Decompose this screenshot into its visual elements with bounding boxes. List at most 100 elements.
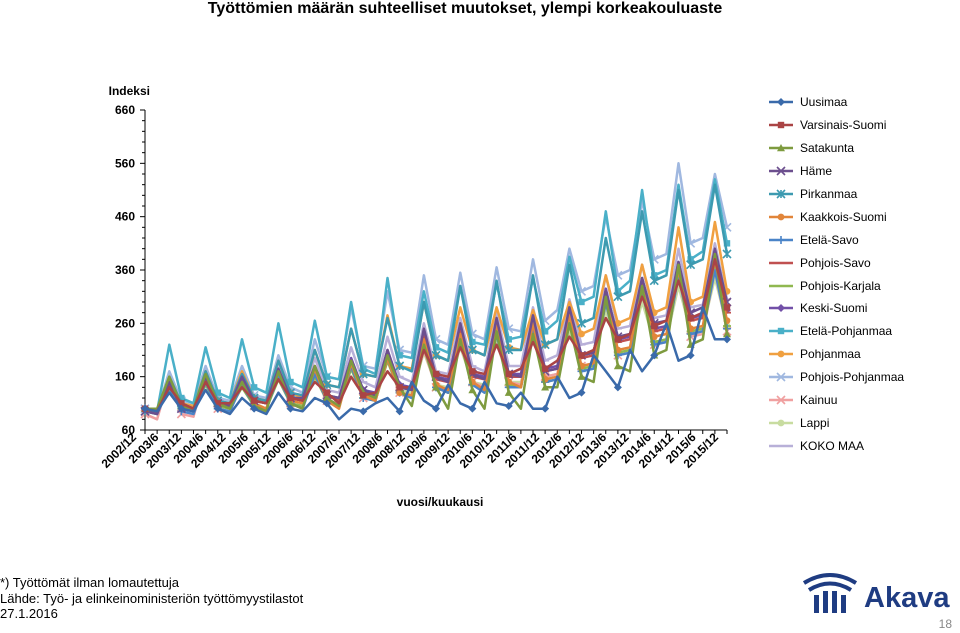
legend-label: Häme [800,164,833,179]
legend-label: Varsinais-Suomi [800,118,887,133]
data-point [432,383,440,391]
legend-swatch-icon [769,261,793,264]
series-varsinais-suomi [141,258,731,413]
legend-swatch-icon [769,419,793,427]
legend-swatch-icon [769,144,793,152]
legend-item: Pohjois-Savo [768,251,904,274]
y-axis-label: Indeksi [109,84,150,98]
data-point [250,384,258,391]
data-point [651,322,658,330]
data-point [432,344,440,351]
data-point [577,388,586,397]
y-tick-label: 60 [122,423,136,437]
data-point [286,404,295,413]
legend-swatch-marker [777,328,785,335]
data-point [432,404,440,413]
chart-title: Työttömien määrän suhteelliset muutokset… [207,0,723,17]
line-chart: 601602603604605606602002/122003/62003/12… [99,84,732,509]
legend-swatch-icon [769,328,793,335]
page-number: 18 [938,617,952,631]
legend-swatch-icon [769,284,793,287]
legend-swatch-marker [776,395,786,405]
data-point [614,336,622,343]
data-point [322,399,331,408]
legend-swatch-marker [777,144,785,152]
legend-label: Kainuu [800,393,838,408]
data-point [505,370,512,378]
legend-swatch-marker [777,419,785,427]
legend-item: Keski-Suomi [768,297,904,320]
legend-swatch-icon [769,213,793,221]
data-point [722,249,732,259]
data-point [723,335,731,344]
data-point [287,378,294,386]
legend-label: Pohjanmaa [800,347,861,362]
data-point [613,292,623,302]
y-tick-label: 560 [115,156,135,170]
data-point [359,407,368,416]
legend-swatch-icon [769,444,793,448]
legend-label: Lappi [800,415,830,430]
data-point [250,404,259,413]
data-point [178,400,185,407]
legend-label: Pohjois-Pohjanmaa [800,370,905,385]
data-point [395,361,405,371]
data-point [469,368,476,375]
logo-emblem-icon [802,573,858,613]
legend-swatch-marker [776,166,786,176]
legend-label: Keski-Suomi [800,301,868,316]
chart-series-layer [140,162,732,421]
data-point [468,386,477,394]
legend-swatch-marker [777,213,785,221]
data-point [578,298,585,306]
legend-swatch-icon [769,304,793,313]
legend-item: Etelä-Pohjanmaa [768,320,904,343]
legend-item: Pohjanmaa [768,343,904,366]
legend-swatch-marker [777,304,785,313]
legend-label: Etelä-Pohjanmaa [800,324,893,339]
data-point [504,388,513,396]
data-point [687,314,694,322]
data-point [578,330,585,338]
akava-logo: Akava [800,565,960,617]
data-point [468,404,477,413]
y-tick-label: 260 [115,316,135,330]
data-point [178,394,185,402]
legend-swatch-icon [769,166,793,176]
data-point [576,318,587,328]
data-point [614,319,622,327]
data-point [504,345,514,355]
footnote-date: 27.1.2016 [0,606,58,621]
footnote-note: *) Työttömät ilman lomautettuja [0,575,179,590]
data-point [650,351,659,360]
data-point [322,394,331,402]
data-point [432,370,440,378]
data-point [213,404,222,413]
data-point [358,369,368,379]
data-point [541,404,550,413]
legend-swatch-marker [776,372,786,382]
legend-swatch-icon [769,122,793,129]
footnote-source: Lähde: Työ- ja elinkeinoministeriön työt… [0,590,304,606]
legend-item: Kainuu [768,389,904,412]
data-point [250,397,258,404]
legend-label: KOKO MAA [800,438,865,453]
data-point [541,383,550,391]
legend-swatch-marker [777,98,785,107]
data-point [577,372,586,380]
legend-item: Kaakkois-Suomi [768,205,904,228]
legend-item: Pirkanmaa [768,183,904,206]
data-point [467,345,477,355]
data-point [541,365,549,372]
y-tick-label: 160 [115,370,135,384]
legend-label: Uusimaa [800,95,848,110]
data-point [360,365,367,372]
legend-label: Pohjois-Karjala [800,278,881,293]
data-point [177,404,186,413]
data-point [504,402,513,410]
legend-label: Pirkanmaa [800,187,858,201]
legend-swatch-icon [769,235,793,244]
series-uusimaa [141,306,731,421]
data-point [613,383,622,392]
y-tick-label: 360 [115,263,135,277]
